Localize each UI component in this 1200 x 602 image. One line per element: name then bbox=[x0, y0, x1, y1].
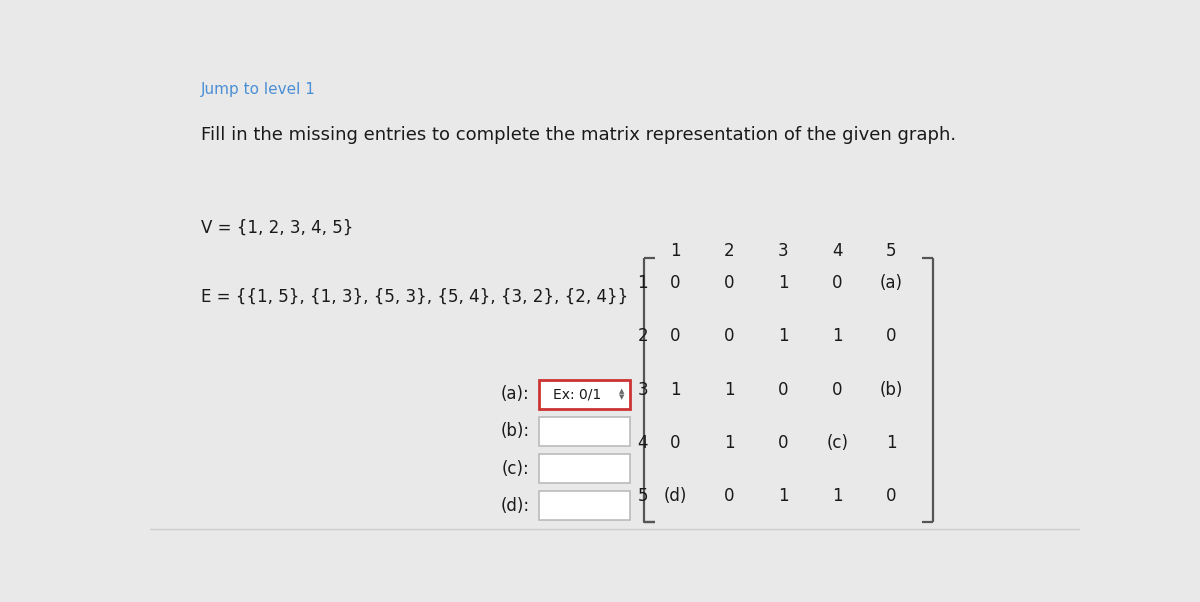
Text: (a):: (a): bbox=[500, 385, 529, 403]
Text: 4: 4 bbox=[637, 434, 648, 452]
Text: 5: 5 bbox=[886, 241, 896, 259]
Text: 2: 2 bbox=[637, 327, 648, 346]
Text: (a): (a) bbox=[880, 274, 902, 292]
Text: 3: 3 bbox=[778, 241, 788, 259]
Text: 0: 0 bbox=[778, 380, 788, 399]
FancyBboxPatch shape bbox=[539, 454, 630, 483]
Text: 4: 4 bbox=[832, 241, 842, 259]
Text: 0: 0 bbox=[886, 488, 896, 506]
Text: Fill in the missing entries to complete the matrix representation of the given g: Fill in the missing entries to complete … bbox=[202, 126, 956, 144]
Text: 3: 3 bbox=[637, 380, 648, 399]
Text: 0: 0 bbox=[832, 274, 842, 292]
Text: 1: 1 bbox=[778, 327, 788, 346]
Text: (c): (c) bbox=[827, 434, 848, 452]
Text: (b):: (b): bbox=[500, 423, 529, 441]
Text: (b): (b) bbox=[880, 380, 902, 399]
Text: 1: 1 bbox=[778, 488, 788, 506]
Text: Ex: 0/1: Ex: 0/1 bbox=[553, 388, 601, 402]
Text: 0: 0 bbox=[670, 274, 680, 292]
Text: 1: 1 bbox=[724, 380, 734, 399]
Text: 1: 1 bbox=[670, 241, 680, 259]
Text: 0: 0 bbox=[670, 327, 680, 346]
FancyBboxPatch shape bbox=[539, 417, 630, 446]
Text: 1: 1 bbox=[724, 434, 734, 452]
Text: ▼: ▼ bbox=[619, 394, 625, 400]
Text: 0: 0 bbox=[832, 380, 842, 399]
Text: V = {1, 2, 3, 4, 5}: V = {1, 2, 3, 4, 5} bbox=[202, 219, 354, 237]
Text: ▲: ▲ bbox=[619, 388, 625, 394]
Text: 1: 1 bbox=[832, 327, 842, 346]
Text: 1: 1 bbox=[832, 488, 842, 506]
Text: 1: 1 bbox=[886, 434, 896, 452]
Text: 5: 5 bbox=[637, 488, 648, 506]
Text: (d):: (d): bbox=[500, 497, 529, 515]
Text: (d): (d) bbox=[664, 488, 688, 506]
Text: Jump to level 1: Jump to level 1 bbox=[202, 82, 316, 98]
Text: 0: 0 bbox=[724, 274, 734, 292]
FancyBboxPatch shape bbox=[539, 491, 630, 520]
FancyBboxPatch shape bbox=[539, 380, 630, 409]
Text: 1: 1 bbox=[670, 380, 680, 399]
Text: 1: 1 bbox=[637, 274, 648, 292]
Text: E = {{1, 5}, {1, 3}, {5, 3}, {5, 4}, {3, 2}, {2, 4}}: E = {{1, 5}, {1, 3}, {5, 3}, {5, 4}, {3,… bbox=[202, 288, 629, 306]
Text: 0: 0 bbox=[670, 434, 680, 452]
Text: 1: 1 bbox=[778, 274, 788, 292]
Text: 0: 0 bbox=[886, 327, 896, 346]
Text: 0: 0 bbox=[724, 488, 734, 506]
Text: (c):: (c): bbox=[502, 459, 529, 477]
Text: 0: 0 bbox=[778, 434, 788, 452]
Text: 0: 0 bbox=[724, 327, 734, 346]
Text: 2: 2 bbox=[724, 241, 734, 259]
